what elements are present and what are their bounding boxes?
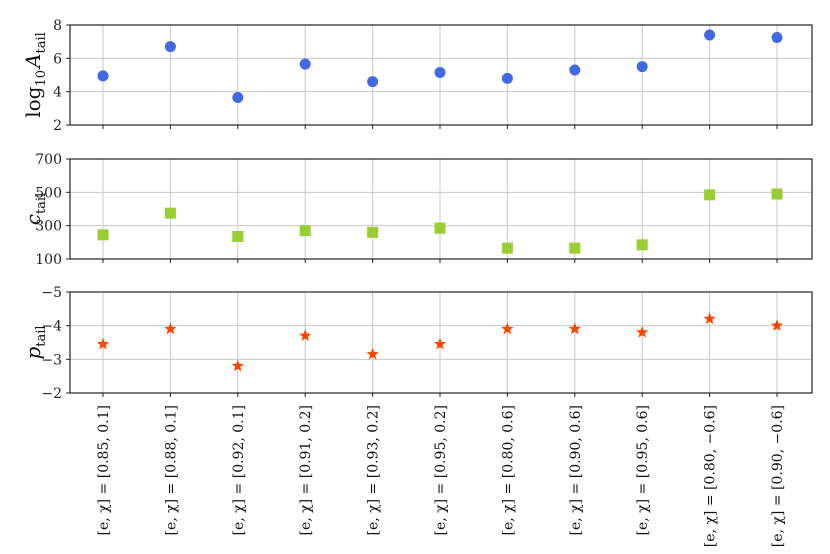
- x-tick-label: [e, χ] = [0.80, 0.6]: [500, 405, 516, 535]
- y-tick-label: 4: [53, 85, 62, 101]
- x-tick-label: [e, χ] = [0.85, 0.1]: [96, 405, 112, 535]
- data-point-square: [771, 188, 783, 200]
- x-tick-label: [e, χ] = [0.93, 0.2]: [366, 405, 382, 535]
- x-tick-label: [e, χ] = [0.95, 0.2]: [433, 405, 449, 535]
- y-tick-label: 100: [35, 252, 62, 268]
- x-tick-label: [e, χ] = [0.91, 0.2]: [298, 405, 314, 535]
- data-point-star: [164, 322, 177, 335]
- data-point-star: [703, 312, 716, 325]
- data-point-circle: [569, 64, 581, 76]
- panel-frame: [69, 158, 813, 260]
- y-axis-label: ctail: [21, 193, 49, 226]
- data-point-circle: [771, 32, 783, 43]
- data-point-circle: [636, 61, 648, 73]
- x-tick-label: [e, χ] = [0.92, 0.1]: [231, 405, 247, 535]
- data-point-circle: [299, 58, 311, 70]
- y-tick-label: −4: [41, 319, 62, 335]
- data-point-square: [636, 239, 648, 251]
- y-axis-label: log10Atail: [21, 32, 49, 118]
- data-point-star: [366, 347, 379, 360]
- data-point-square: [367, 226, 379, 238]
- data-point-star: [433, 337, 447, 350]
- data-point-square: [97, 229, 109, 241]
- y-tick-label: 300: [35, 219, 62, 235]
- data-point-circle: [232, 92, 244, 103]
- data-point-star: [501, 322, 514, 335]
- data-point-circle: [164, 41, 176, 53]
- data-point-square: [164, 207, 176, 219]
- y-tick-label: 500: [35, 185, 62, 201]
- data-point-square: [501, 242, 513, 254]
- data-point-square: [232, 231, 244, 242]
- data-point-square: [569, 242, 581, 254]
- data-point-square: [434, 222, 446, 234]
- data-point-star: [568, 322, 581, 335]
- data-point-circle: [97, 70, 109, 82]
- x-category-labels: [e, χ] = [0.85, 0.1] [e, χ] = [0.88, 0.1]…: [96, 405, 786, 547]
- y-tick-label: 700: [35, 152, 62, 168]
- data-point-star: [636, 325, 649, 338]
- y-tick-label: −3: [41, 352, 62, 368]
- data-point-star: [96, 337, 110, 350]
- y-tick-label: −5: [41, 285, 62, 301]
- panel-2: 100 300 500 700 ctail: [21, 152, 813, 268]
- x-tick-label: [e, χ] = [0.90, 0.6]: [568, 405, 584, 535]
- data-point-circle: [501, 72, 513, 84]
- panel-frame: [69, 24, 813, 126]
- y-tick-label: 6: [53, 51, 62, 67]
- x-tick-label: [e, χ] = [0.80, −0.6]: [703, 405, 719, 547]
- y-tick-label: −2: [41, 386, 62, 402]
- data-point-circle: [434, 67, 446, 78]
- data-point-star: [299, 329, 312, 342]
- y-tick-label: 8: [53, 18, 62, 34]
- x-tick-label: [e, χ] = [0.88, 0.1]: [163, 405, 179, 535]
- panel-frame: [69, 291, 813, 394]
- data-point-circle: [367, 76, 379, 88]
- data-point-circle: [704, 29, 716, 41]
- y-axis-label: ptail: [21, 325, 49, 359]
- data-point-square: [704, 189, 716, 201]
- data-point-star: [231, 359, 244, 372]
- data-point-square: [299, 225, 311, 237]
- data-point-star: [770, 319, 784, 331]
- x-tick-label: [e, χ] = [0.90, −0.6]: [770, 405, 786, 547]
- y-tick-label: 2: [53, 118, 62, 134]
- x-tick-label: [e, χ] = [0.95, 0.6]: [635, 405, 651, 535]
- panel-3: −2 −3 −4 −5 ptail: [21, 285, 813, 402]
